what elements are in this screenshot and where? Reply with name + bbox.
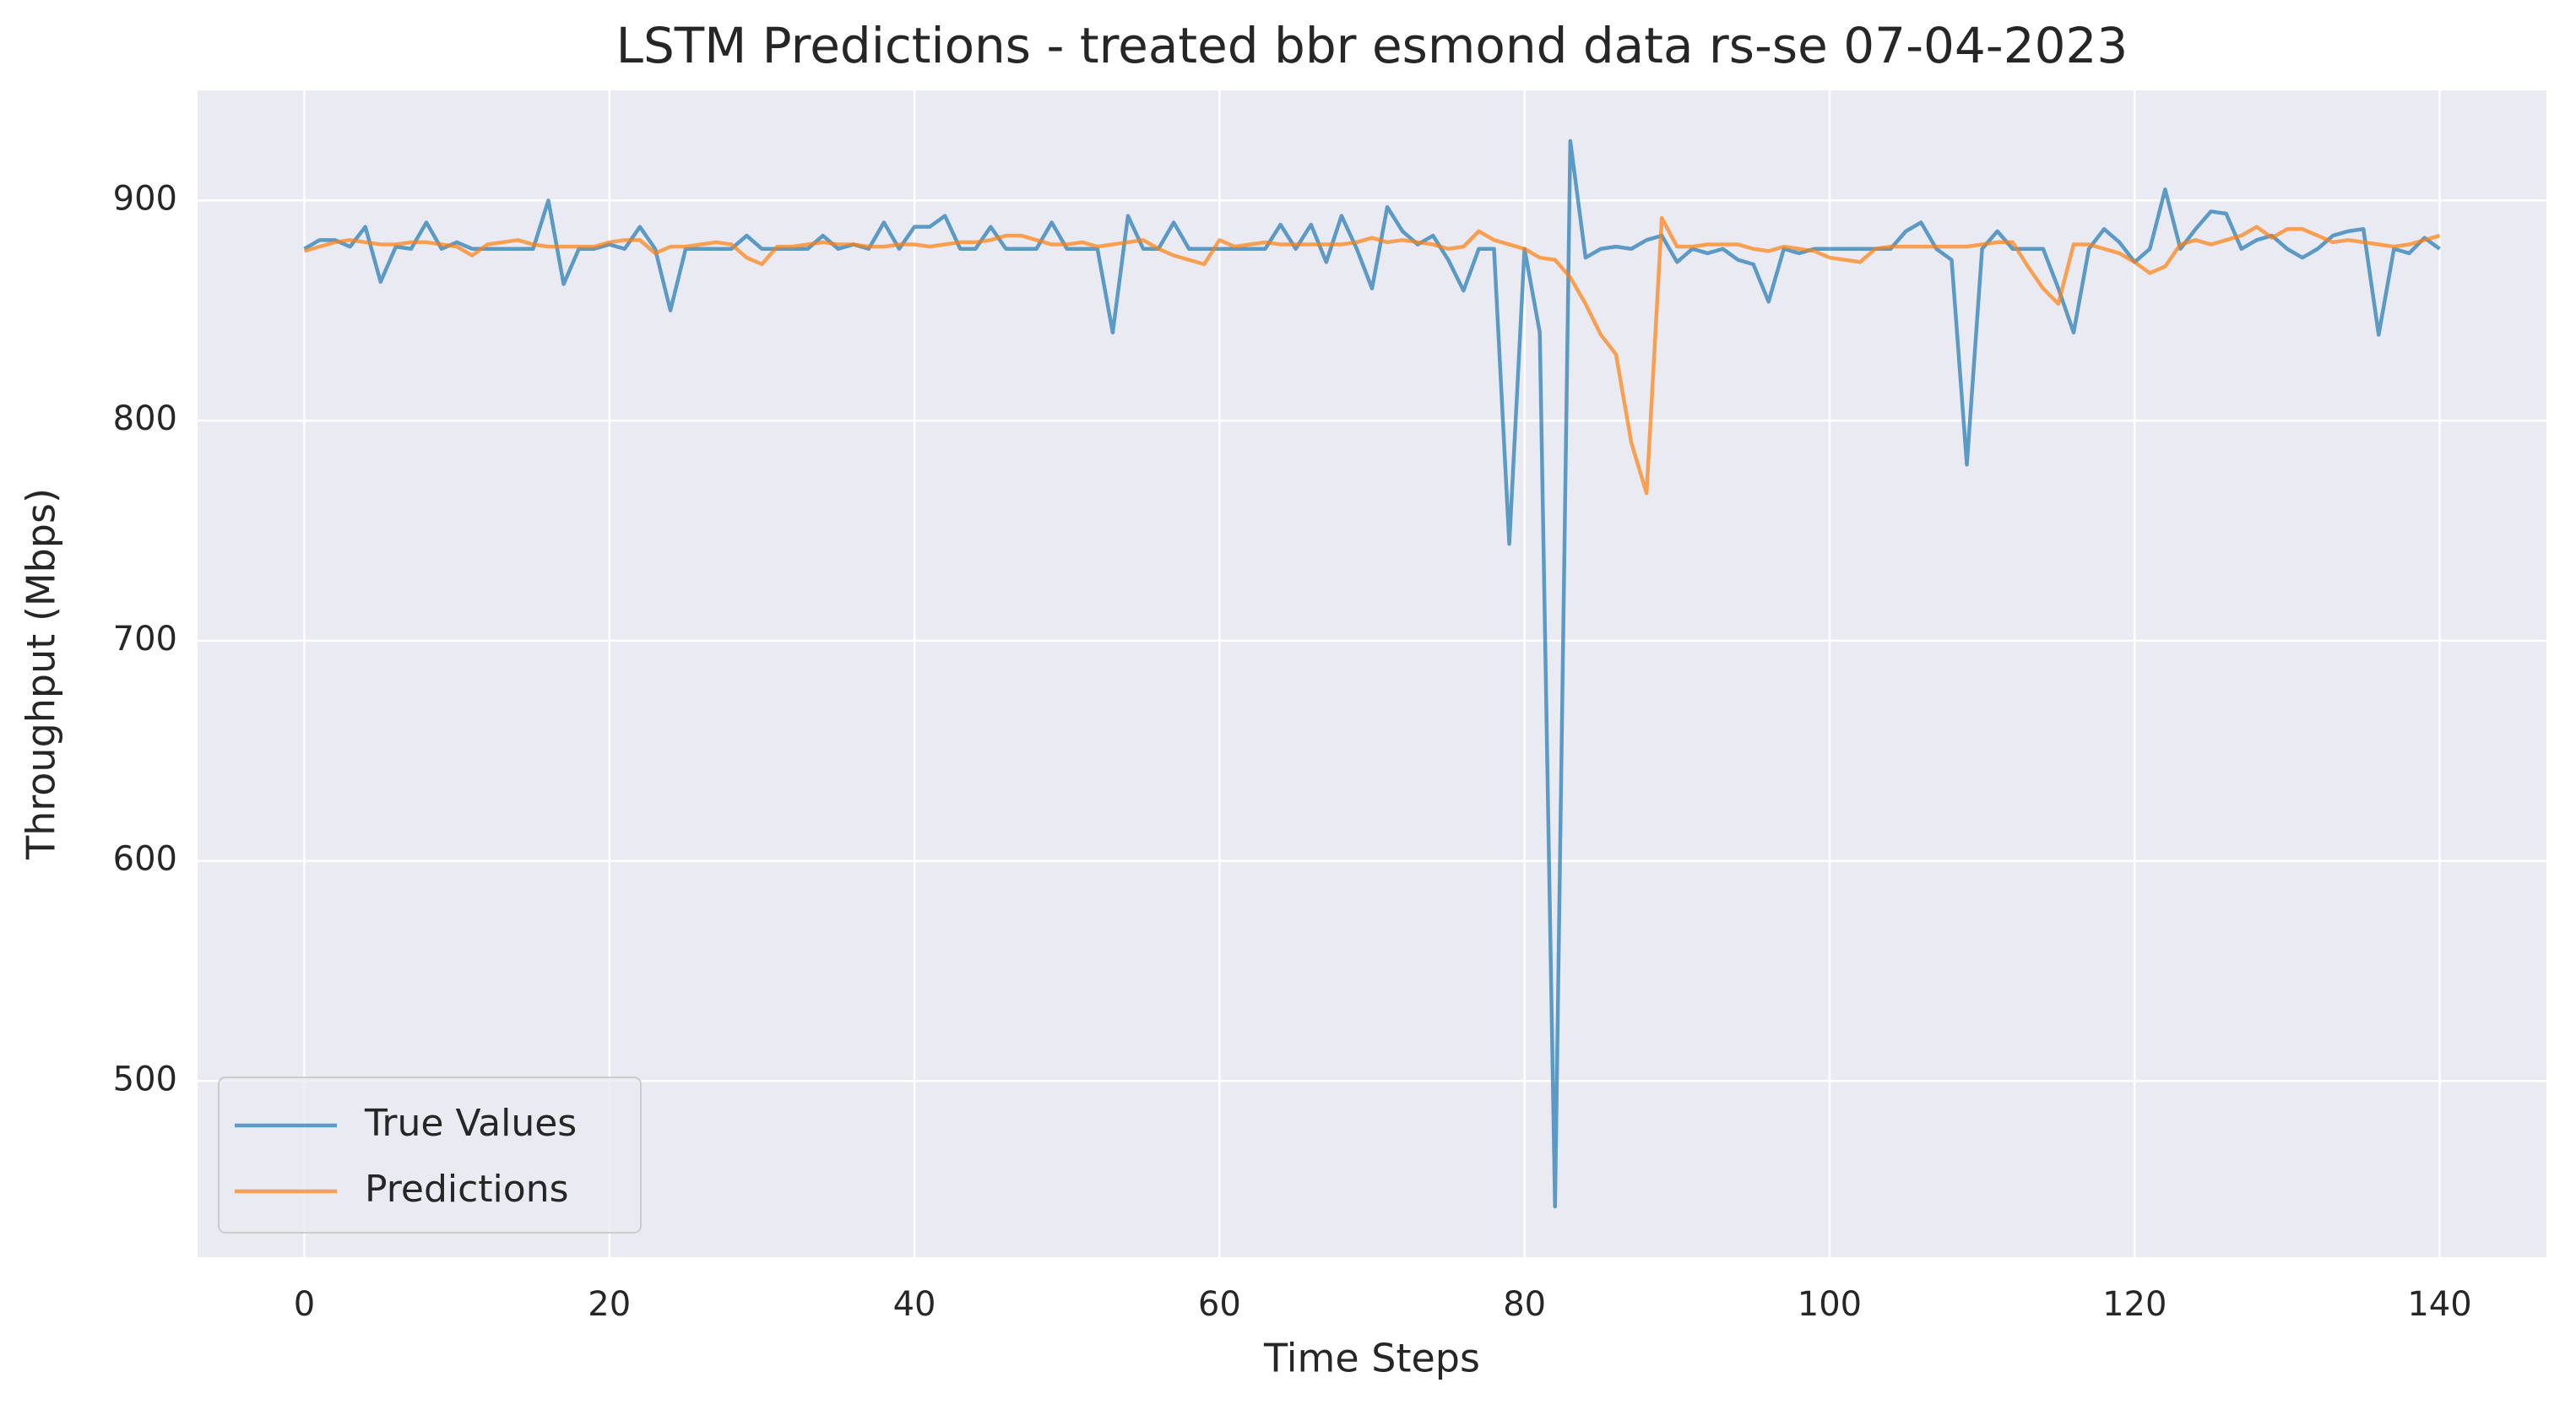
x-tick-label: 140	[2407, 1285, 2471, 1324]
legend-box	[218, 1076, 642, 1234]
y-tick-label: 800	[113, 399, 177, 438]
y-tick-label: 600	[113, 840, 177, 879]
legend-label: True Values	[364, 1102, 577, 1145]
x-tick-label: 20	[588, 1285, 631, 1324]
y-tick-label: 900	[113, 179, 177, 218]
x-tick-label: 100	[1798, 1285, 1862, 1324]
legend-label: Predictions	[365, 1168, 569, 1211]
y-tick-label: 500	[113, 1060, 177, 1098]
x-tick-label: 40	[893, 1285, 936, 1324]
data-line	[303, 215, 2441, 496]
x-tick-label: 80	[1503, 1285, 1546, 1324]
chart-title: LSTM Predictions - treated bbr esmond da…	[616, 17, 2129, 74]
data-line	[303, 138, 2441, 1209]
y-tick-label: 700	[113, 620, 177, 659]
legend: True Values Predictions	[218, 1076, 642, 1234]
x-tick-label: 60	[1198, 1285, 1241, 1324]
x-tick-label: 0	[294, 1285, 315, 1324]
x-tick-label: 120	[2102, 1285, 2167, 1324]
x-axis-label: Time Steps	[1263, 1336, 1480, 1381]
y-axis-label: Throughput (Mbps)	[19, 488, 64, 860]
